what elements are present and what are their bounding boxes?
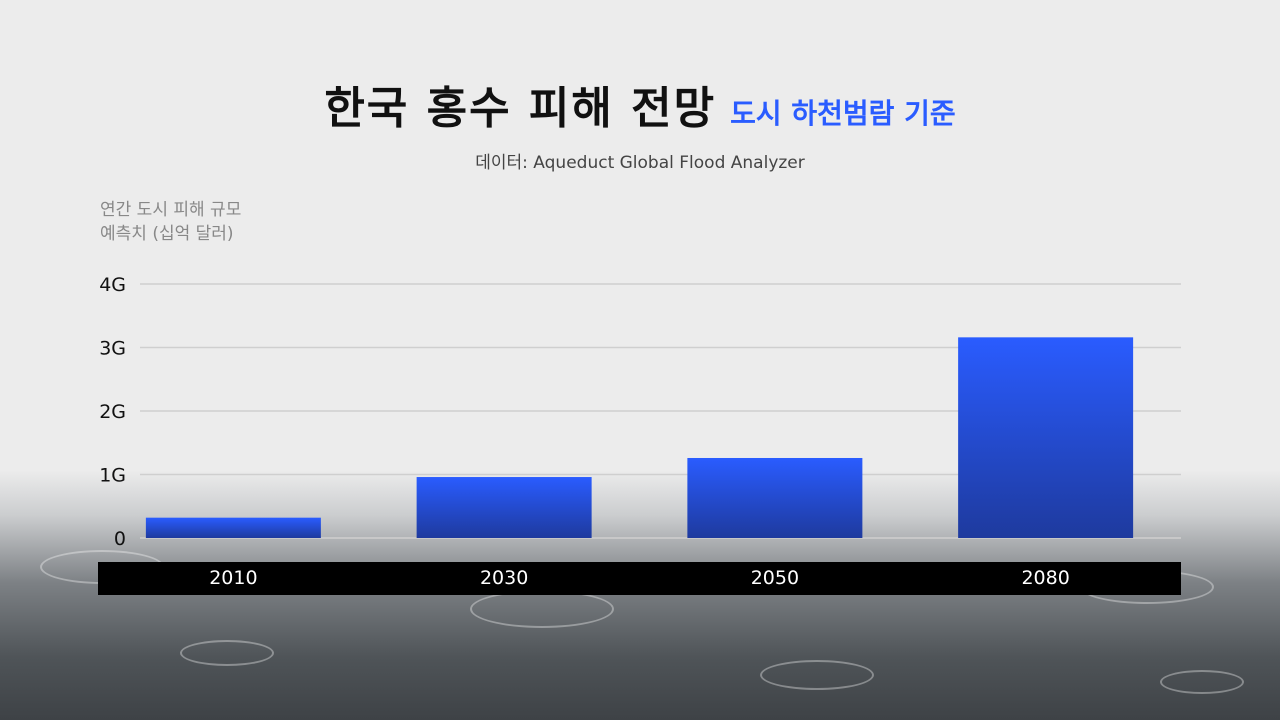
x-tick-label-2010: 2010 <box>209 567 258 589</box>
x-tick-label-2030: 2030 <box>479 567 529 589</box>
x-axis-band <box>98 562 1181 595</box>
title-main: 한국 홍수 피해 전망 <box>324 83 717 134</box>
title-sub: 도시 하천범람 기준 <box>730 97 956 130</box>
y-tick-label: 1G <box>99 465 126 487</box>
y-tick-label: 0 <box>114 528 126 550</box>
x-tick-label-2080: 2080 <box>1021 567 1070 589</box>
y-tick-label: 2G <box>99 401 126 423</box>
x-tick-label-2050: 2050 <box>750 567 800 589</box>
y-tick-label: 3G <box>99 338 126 360</box>
y-tick-label: 4G <box>99 274 126 296</box>
y-axis-label: 연간 도시 피해 규모 예측치 (십억 달러) <box>100 198 360 246</box>
bar-2010 <box>145 517 321 538</box>
data-source: 데이터: Aqueduct Global Flood Analyzer <box>475 153 805 173</box>
y-axis-label-line-1: 연간 도시 피해 규모 <box>100 200 242 220</box>
bar-2050 <box>687 457 863 538</box>
bar-2030 <box>416 477 592 538</box>
y-tick-labels: 0 1G 2G 3G 4G <box>99 274 126 550</box>
y-axis-label-line-2: 예측치 (십억 달러) <box>100 224 234 244</box>
chart-title: 한국 홍수 피해 전망 도시 하천범람 기준 <box>0 72 1280 136</box>
bars <box>145 337 1134 538</box>
bar-2080 <box>958 337 1134 538</box>
